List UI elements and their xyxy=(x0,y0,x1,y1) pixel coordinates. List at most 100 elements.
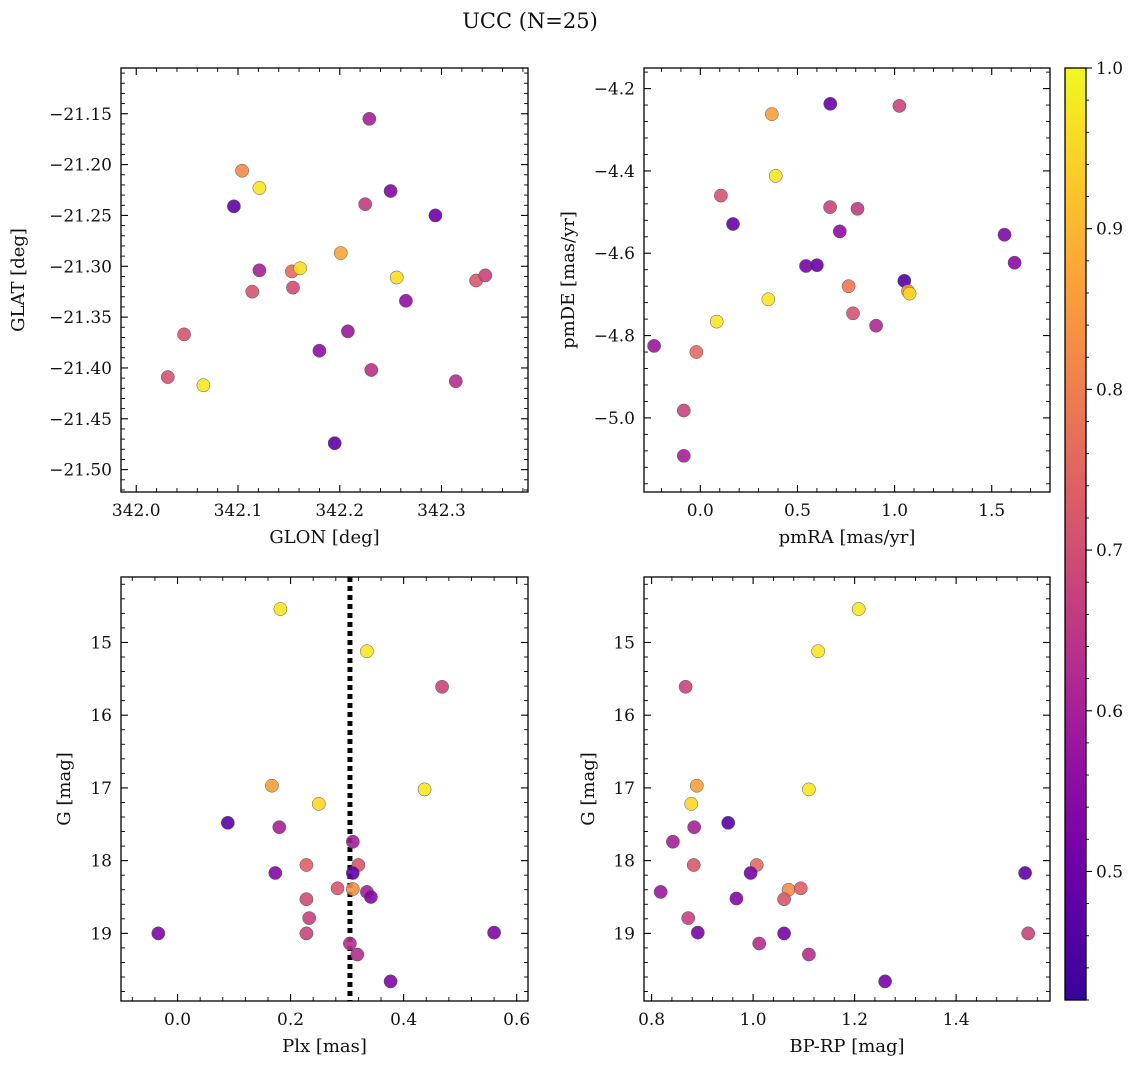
x-tick-label: 1.2 xyxy=(841,1010,868,1030)
data-point xyxy=(448,374,463,389)
data-point xyxy=(1021,926,1036,941)
data-point xyxy=(686,858,701,872)
data-point xyxy=(793,881,808,896)
data-point xyxy=(851,602,866,616)
scatter-points xyxy=(160,111,493,451)
x-tick-label: 0.0 xyxy=(164,1010,191,1030)
data-point xyxy=(333,246,348,260)
data-point xyxy=(350,947,365,962)
data-point xyxy=(777,926,791,941)
data-point xyxy=(687,820,702,835)
y-tick-label: 18 xyxy=(613,852,635,872)
y-tick-label: −21.20 xyxy=(49,156,112,176)
y-tick-label: −21.40 xyxy=(49,359,112,379)
data-point xyxy=(341,324,355,339)
data-point xyxy=(997,227,1012,242)
data-point xyxy=(327,436,342,451)
x-axis-label: GLON [deg] xyxy=(269,527,379,548)
data-point xyxy=(299,892,314,907)
colorbar-tick-label: 1.0 xyxy=(1096,59,1123,79)
x-tick-label: 0.6 xyxy=(503,1010,530,1030)
x-tick-label: 342.1 xyxy=(214,501,263,521)
data-point xyxy=(177,327,191,342)
data-point xyxy=(676,448,691,463)
y-axis-label: pmDE [mas/yr] xyxy=(558,211,579,349)
data-point xyxy=(709,314,724,329)
x-tick-label: 342.2 xyxy=(315,501,364,521)
data-point xyxy=(678,679,693,694)
data-point xyxy=(676,403,691,418)
data-point xyxy=(268,866,283,880)
data-point xyxy=(869,318,883,333)
y-tick-label: −21.25 xyxy=(49,206,112,226)
data-point xyxy=(647,339,661,353)
data-point xyxy=(729,891,744,906)
data-point xyxy=(810,258,824,273)
y-tick-label: −5.0 xyxy=(594,409,635,429)
data-point xyxy=(777,892,791,907)
data-point xyxy=(653,885,668,899)
data-point xyxy=(293,261,307,276)
scatter-points xyxy=(653,602,1036,989)
data-point xyxy=(302,911,317,925)
data-point xyxy=(811,644,825,659)
x-tick-label: 0.5 xyxy=(784,501,811,521)
data-point xyxy=(330,881,345,896)
data-point xyxy=(362,111,377,126)
colorbar-tick-label: 0.6 xyxy=(1096,702,1123,722)
data-point xyxy=(892,99,907,113)
data-point xyxy=(286,280,300,295)
data-point xyxy=(364,890,378,904)
y-tick-label: 16 xyxy=(90,706,112,726)
scatter-points xyxy=(647,96,1022,463)
data-point xyxy=(364,363,379,377)
y-tick-label: −21.35 xyxy=(49,308,112,328)
data-point xyxy=(245,284,260,299)
data-point xyxy=(399,293,413,308)
data-point xyxy=(841,279,856,294)
data-point xyxy=(345,882,360,896)
y-tick-label: −4.4 xyxy=(594,162,635,182)
data-point xyxy=(768,169,783,183)
y-tick-label: 15 xyxy=(90,633,112,653)
panel-bprp-g: 0.8 1.0 1.2 1.4 15 16 17 18 19 BP-RP [mag] G [mag] xyxy=(578,576,1051,1057)
colorbar-tick-label: 0.9 xyxy=(1096,220,1123,240)
y-tick-label: −21.15 xyxy=(49,105,112,125)
x-tick-label: 1.5 xyxy=(978,501,1005,521)
y-tick-label: 17 xyxy=(613,779,635,799)
colorbar: 0.5 0.6 0.7 0.8 0.9 1.0 xyxy=(1064,59,1123,1001)
data-point xyxy=(761,292,776,307)
y-axis-label: GLAT [deg] xyxy=(8,228,29,332)
x-tick-label: 342.0 xyxy=(112,501,161,521)
data-point xyxy=(681,911,696,925)
data-point xyxy=(752,936,767,951)
y-tick-label: −4.8 xyxy=(594,327,635,347)
x-tick-label: 342.3 xyxy=(417,501,466,521)
data-point xyxy=(1007,255,1022,270)
y-tick-label: −4.6 xyxy=(594,244,635,264)
y-axis-label: G [mag] xyxy=(578,752,599,825)
y-tick-label: −21.30 xyxy=(49,257,112,277)
data-point xyxy=(689,778,704,793)
x-tick-label: 0.0 xyxy=(687,501,714,521)
colorbar-tick-label: 0.8 xyxy=(1096,380,1123,400)
data-point xyxy=(196,378,211,393)
data-point xyxy=(273,602,288,616)
colorbar-tick-label: 0.7 xyxy=(1096,541,1123,561)
data-point xyxy=(487,925,501,940)
data-point xyxy=(850,201,865,216)
data-point xyxy=(714,188,728,203)
data-point xyxy=(389,270,404,285)
data-point xyxy=(726,217,740,231)
x-axis-label: BP-RP [mag] xyxy=(789,1036,904,1057)
x-tick-label: 1.4 xyxy=(943,1010,970,1030)
x-tick-label: 1.0 xyxy=(740,1010,767,1030)
axes-frame xyxy=(643,67,1051,493)
data-point xyxy=(902,286,917,301)
data-point xyxy=(823,96,838,111)
data-point xyxy=(666,834,680,849)
data-point xyxy=(743,866,758,880)
x-tick-label: 0.8 xyxy=(638,1010,665,1030)
data-point xyxy=(358,197,373,212)
